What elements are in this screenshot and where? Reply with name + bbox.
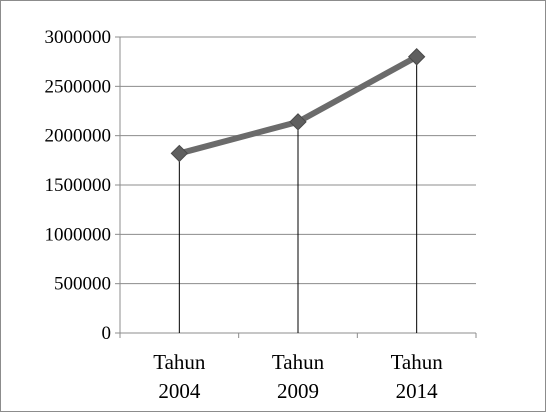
- y-tick-label: 500000: [54, 274, 111, 295]
- data-point-marker: [170, 144, 189, 163]
- y-tick-label: 1500000: [45, 175, 112, 196]
- data-point-marker: [407, 48, 426, 66]
- y-tick-label: 2500000: [45, 76, 112, 97]
- data-point-marker: [289, 113, 307, 131]
- y-tick-label: 1000000: [45, 224, 112, 245]
- x-category-label: Tahun: [153, 350, 206, 374]
- x-category-label: 2009: [277, 379, 319, 403]
- x-category-label: 2014: [396, 379, 439, 403]
- y-tick-label: 2000000: [45, 126, 112, 147]
- x-category-label: Tahun: [272, 350, 325, 374]
- y-tick-label: 0: [102, 323, 112, 344]
- x-category-label: Tahun: [391, 350, 444, 374]
- x-category-label: 2004: [158, 379, 201, 403]
- y-tick-label: 3000000: [45, 27, 112, 48]
